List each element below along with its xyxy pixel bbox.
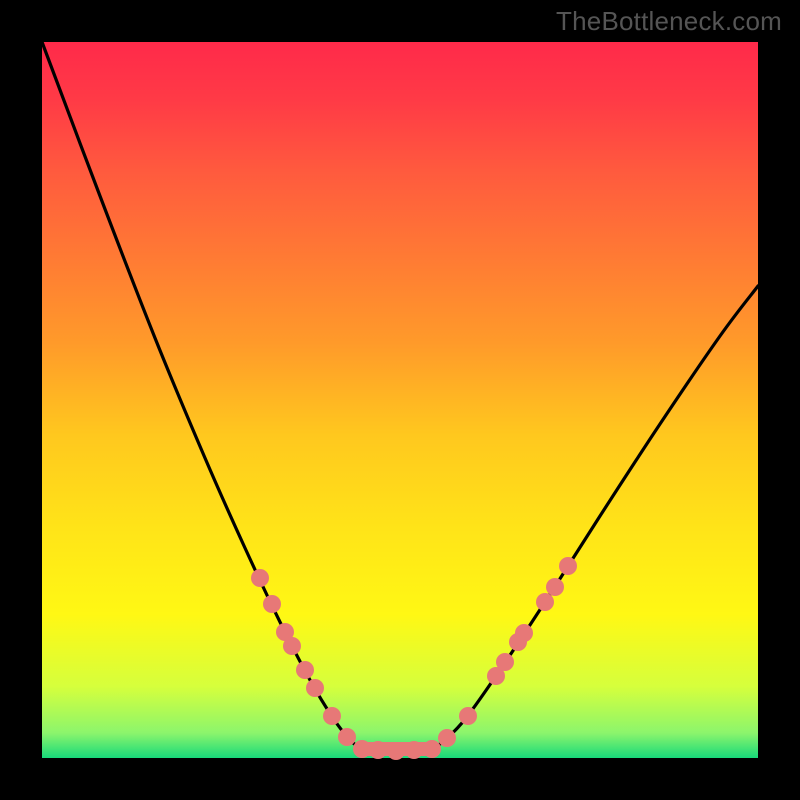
watermark-text: TheBottleneck.com	[556, 6, 782, 37]
chart-stage: TheBottleneck.com	[0, 0, 800, 800]
plot-gradient-background	[42, 42, 758, 758]
